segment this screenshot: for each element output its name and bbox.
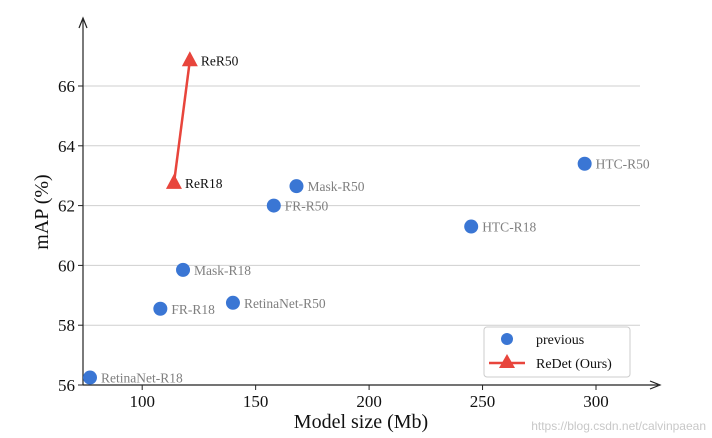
y-axis-title: mAP (%) (31, 174, 53, 249)
point-label-ReR50: ReR50 (201, 54, 239, 69)
series-line-1 (172, 60, 192, 184)
point-FR-R18 (153, 301, 168, 316)
point-HTC-R50 (577, 156, 592, 171)
point-label-Mask-R18: Mask-R18 (194, 263, 251, 278)
legend-marker-redet (499, 354, 515, 368)
legend-box (483, 326, 631, 378)
point-label-FR-R18: FR-R18 (171, 302, 215, 317)
axes (78, 16, 662, 390)
x-tick-label-200: 200 (356, 392, 382, 411)
point-label-HTC-R50: HTC-R50 (596, 157, 650, 172)
point-ReR18 (165, 173, 182, 189)
watermark-text: https://blog.csdn.net/calvinpaean (531, 419, 706, 433)
point-label-Mask-R50: Mask-R50 (307, 179, 364, 194)
point-Mask-R18 (176, 262, 191, 277)
y-tick-label-64: 64 (58, 137, 76, 156)
y-tick-label-66: 66 (58, 77, 75, 96)
point-labels: RetinaNet-R18 FR-R18 Mask-R18 RetinaNet-R50… (101, 54, 650, 386)
point-label-ReR18: ReR18 (185, 176, 223, 191)
y-tick-label-58: 58 (58, 316, 75, 335)
y-axis-arrow (78, 16, 88, 29)
point-ReR50 (181, 51, 198, 67)
point-RetinaNet-R50 (225, 295, 240, 310)
grid-lines (83, 85, 640, 326)
x-axis-arrow (649, 380, 662, 390)
point-HTC-R18 (464, 219, 479, 234)
point-FR-R50 (266, 198, 281, 213)
data-points (83, 51, 592, 385)
point-RetinaNet-R18 (83, 370, 97, 385)
y-tick-label-56: 56 (58, 376, 75, 395)
x-tick-label-150: 150 (243, 392, 269, 411)
point-label-RetinaNet-R50: RetinaNet-R50 (244, 296, 326, 311)
legend-label-redet: ReDet (Ours) (536, 357, 612, 372)
x-tick-label-100: 100 (129, 392, 155, 411)
point-label-HTC-R18: HTC-R18 (482, 220, 536, 235)
point-label-FR-R50: FR-R50 (285, 199, 329, 214)
legend-label-previous: previous (536, 333, 584, 348)
x-tick-label-300: 300 (583, 392, 609, 411)
tick-labels: 56 58 60 62 64 66 100 150 200 250 300 (58, 77, 609, 411)
x-axis-title: Model size (Mb) (294, 411, 428, 433)
y-tick-label-62: 62 (58, 197, 75, 216)
y-tick-label-60: 60 (58, 256, 75, 275)
x-tick-label-250: 250 (470, 392, 496, 411)
legend: previous ReDet (Ours) (483, 326, 631, 378)
point-label-RetinaNet-R18: RetinaNet-R18 (101, 371, 183, 386)
series-lines (172, 60, 192, 184)
point-Mask-R50 (289, 179, 304, 194)
legend-marker-previous (501, 333, 513, 345)
